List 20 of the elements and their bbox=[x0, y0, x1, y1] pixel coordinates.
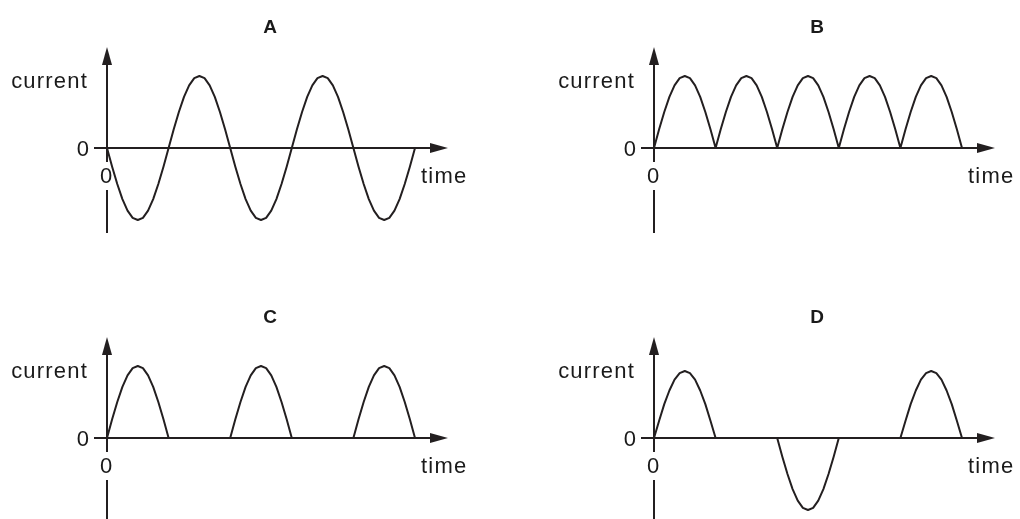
x-axis-title: time bbox=[421, 453, 468, 478]
y-axis-title: current bbox=[11, 358, 88, 383]
annotation: 0 bbox=[99, 163, 113, 188]
y-axis-title: current bbox=[558, 358, 635, 383]
x-axis-title: time bbox=[968, 163, 1015, 188]
y-axis-title: current bbox=[11, 68, 88, 93]
text: 0 bbox=[99, 453, 113, 478]
chart-title: B bbox=[810, 16, 824, 37]
text: 0 bbox=[623, 135, 636, 161]
chart-title: C bbox=[263, 306, 278, 327]
text: 0 bbox=[76, 135, 89, 161]
text: 0 bbox=[76, 425, 89, 451]
annotation: 0 bbox=[646, 453, 660, 478]
chart-title: A bbox=[263, 16, 278, 37]
y-axis-title: current bbox=[558, 68, 635, 93]
x-axis-title: time bbox=[421, 163, 468, 188]
text: 0 bbox=[623, 425, 636, 451]
chart-title: D bbox=[810, 306, 824, 327]
text: 0 bbox=[646, 163, 660, 188]
x-axis-title: time bbox=[968, 453, 1015, 478]
